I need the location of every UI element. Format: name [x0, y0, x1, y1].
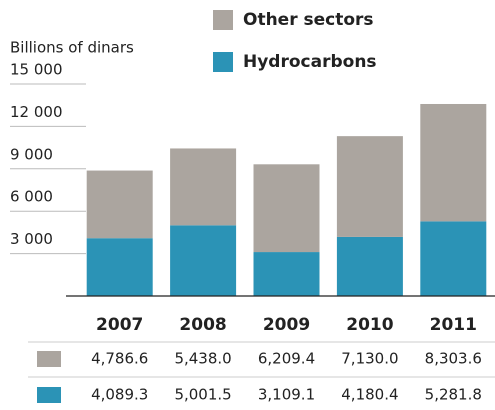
- value-label: 5,438.0: [174, 350, 231, 368]
- y-axis-label: Billions of dinars: [10, 39, 134, 57]
- bar-segment: [86, 170, 153, 239]
- legend-swatch: [213, 52, 233, 72]
- legend-label: Hydrocarbons: [243, 52, 377, 72]
- bar-segment: [170, 148, 237, 226]
- table-swatch: [37, 387, 61, 403]
- bar-segment: [253, 252, 320, 296]
- x-tick-label: 2009: [263, 315, 310, 335]
- y-tick-label: 3 000: [10, 230, 53, 248]
- bar-segment: [420, 103, 487, 222]
- legend-swatch: [213, 10, 233, 30]
- value-label: 5,001.5: [174, 386, 231, 404]
- bar-segment: [336, 136, 403, 237]
- x-tick-label: 2010: [346, 315, 393, 335]
- bar-segment: [253, 164, 320, 253]
- bar-segment: [420, 221, 487, 296]
- value-label: 4,786.6: [91, 350, 148, 368]
- y-tick-label: 9 000: [10, 145, 53, 163]
- y-tick-label: 15 000: [10, 61, 63, 79]
- value-label: 4,180.4: [341, 386, 398, 404]
- value-label: 3,109.1: [258, 386, 315, 404]
- value-label: 6,209.4: [258, 350, 315, 368]
- value-label: 4,089.3: [91, 386, 148, 404]
- table-swatch: [37, 351, 61, 367]
- value-label: 7,130.0: [341, 350, 398, 368]
- x-tick-label: 2007: [96, 315, 143, 335]
- x-tick-label: 2011: [430, 315, 477, 335]
- legend-label: Other sectors: [243, 10, 374, 30]
- bar-segment: [170, 225, 237, 296]
- bar-segment: [86, 238, 153, 296]
- x-tick-label: 2008: [179, 315, 226, 335]
- y-tick-label: 12 000: [10, 103, 63, 121]
- y-tick-label: 6 000: [10, 188, 53, 206]
- value-label: 5,281.8: [425, 386, 482, 404]
- value-label: 8,303.6: [425, 350, 482, 368]
- bar-segment: [336, 236, 403, 296]
